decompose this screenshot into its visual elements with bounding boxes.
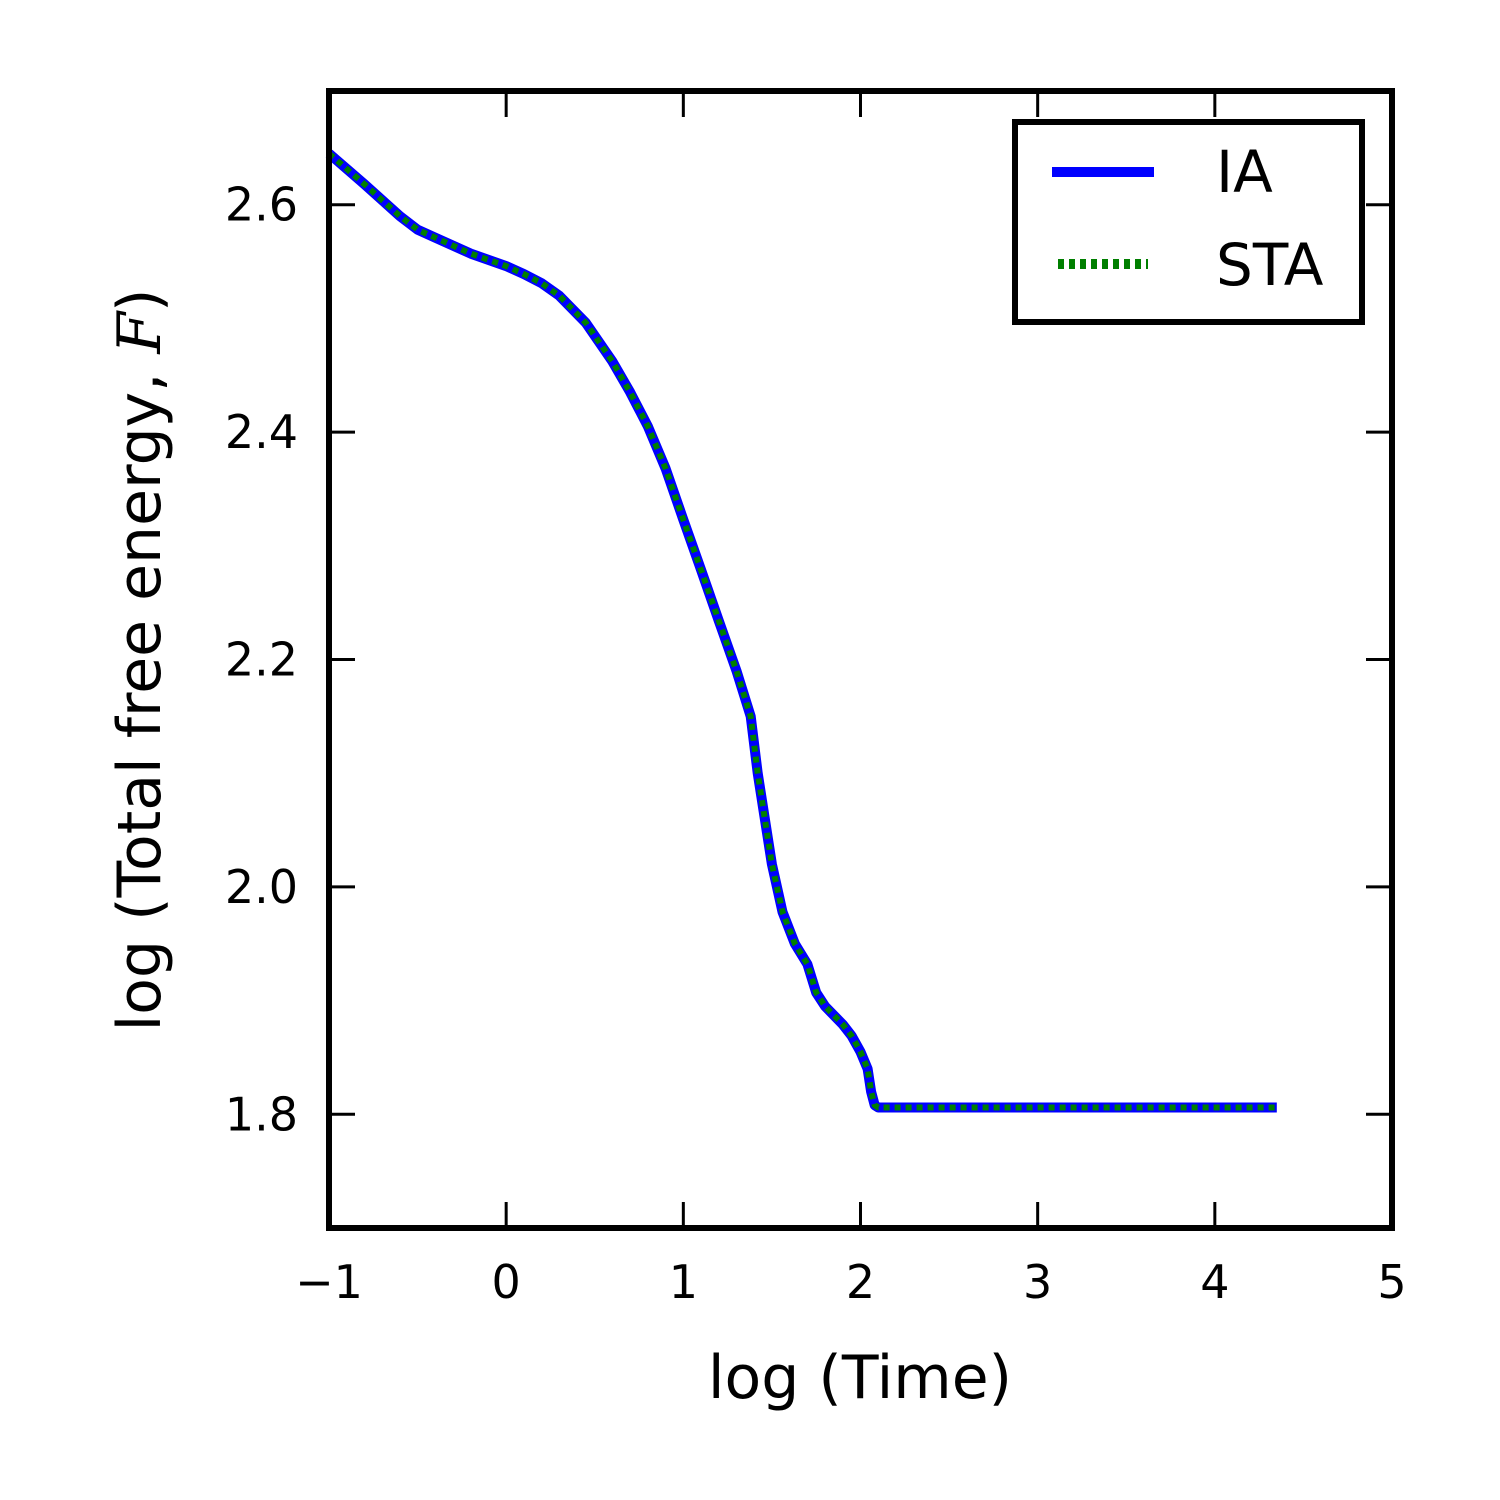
y-axis-label-math: F xyxy=(105,310,175,355)
x-tick-label: 5 xyxy=(1377,1255,1406,1309)
x-tick-label: 3 xyxy=(1023,1255,1052,1309)
x-tick-label: 4 xyxy=(1200,1255,1229,1309)
x-axis-label: log (Time) xyxy=(708,1343,1012,1413)
x-tick-label: 1 xyxy=(669,1255,698,1309)
legend-box xyxy=(1012,119,1365,325)
y-tick-label: 2.0 xyxy=(225,860,298,914)
legend-label-ia: IA xyxy=(1216,138,1273,206)
y-axis-label: log (Total free energy, F) xyxy=(105,289,175,1032)
y-axis-label-prefix: log (Total free energy, xyxy=(105,354,175,1032)
legend: IA STA xyxy=(1012,119,1365,325)
series-layer xyxy=(325,149,1277,1113)
y-tick-label: 2.2 xyxy=(225,633,298,687)
y-tick-label: 2.6 xyxy=(225,178,298,232)
x-tick-label: −1 xyxy=(295,1255,363,1309)
y-tick-label: 2.4 xyxy=(225,405,298,459)
y-axis-label-suffix: ) xyxy=(105,289,175,312)
plot-frame xyxy=(326,88,1395,1231)
series-line-sta xyxy=(327,151,1277,1111)
y-tick-label: 1.8 xyxy=(225,1087,298,1141)
x-tick-label: 2 xyxy=(846,1255,875,1309)
x-tick-label: 0 xyxy=(492,1255,521,1309)
legend-label-sta: STA xyxy=(1216,231,1324,299)
ticks-layer: −1 0 1 2 3 4 5 1.8 2.0 2.2 2.4 2.6 xyxy=(225,91,1407,1309)
